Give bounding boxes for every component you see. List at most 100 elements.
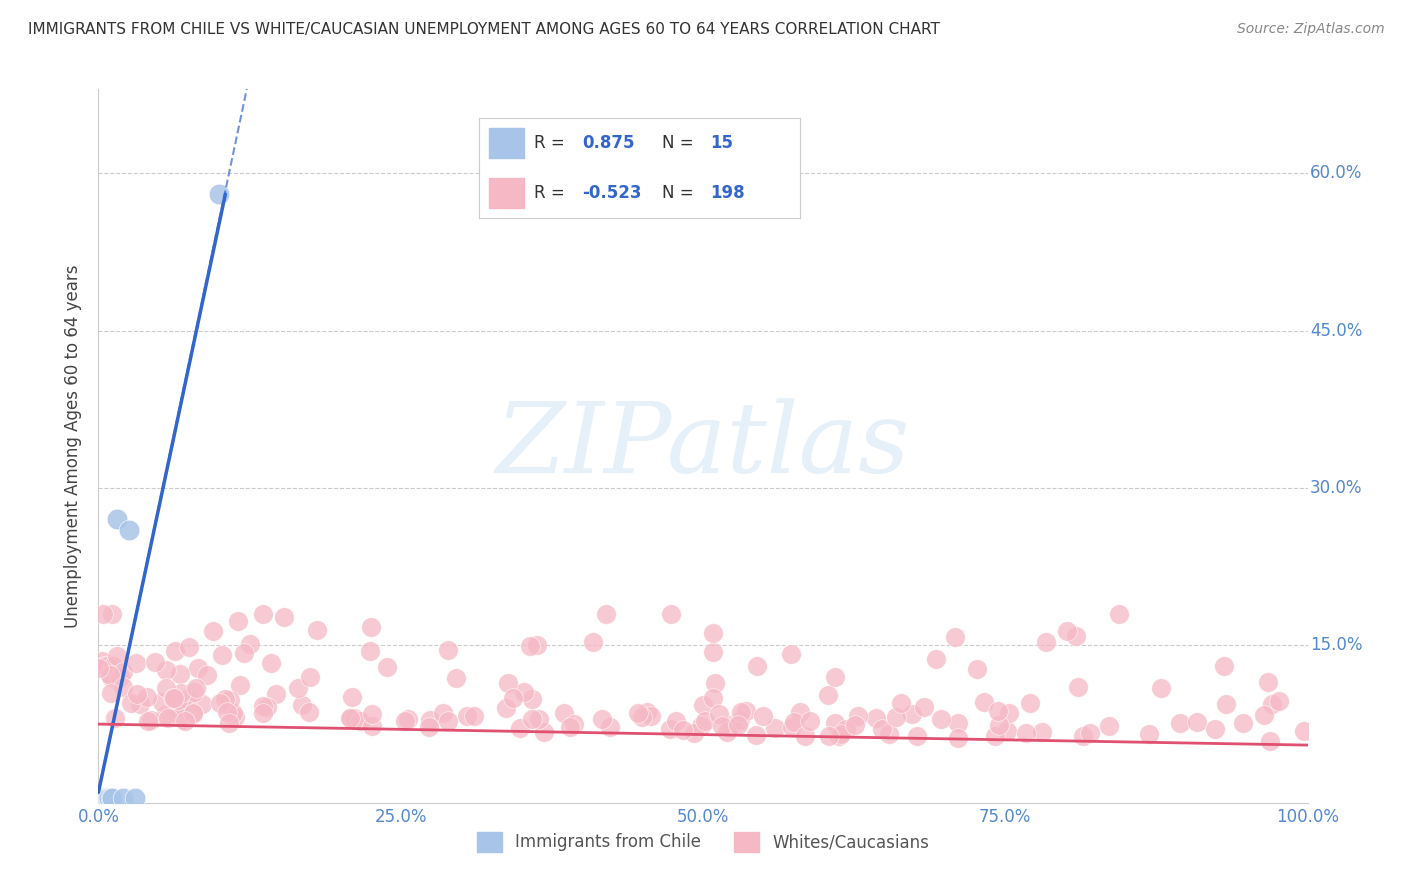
Point [120, 696, 142, 710]
Point [519, 640, 541, 654]
Text: IMMIGRANTS FROM CHILE VS WHITE/CAUCASIAN UNEMPLOYMENT AMONG AGES 60 TO 64 YEARS : IMMIGRANTS FROM CHILE VS WHITE/CAUCASIAN… [28, 22, 941, 37]
Point [419, 713, 441, 727]
Point [118, 523, 141, 537]
Point [111, 680, 134, 694]
Point [156, 711, 179, 725]
Point [783, 714, 806, 729]
Point [181, 706, 204, 720]
Point [730, 705, 752, 719]
Point [995, 724, 1018, 739]
Point [91, 607, 114, 621]
Point [177, 640, 200, 655]
Point [101, 607, 124, 621]
Point [591, 712, 613, 726]
Point [100, 670, 122, 684]
Point [129, 697, 152, 711]
Point [900, 706, 922, 721]
Point [1071, 729, 1094, 743]
Point [1098, 719, 1121, 733]
Point [100, 790, 122, 805]
Point [1204, 722, 1226, 736]
Point [437, 642, 460, 657]
Point [252, 607, 274, 621]
Point [735, 704, 758, 718]
Point [704, 676, 727, 690]
Point [728, 714, 751, 728]
Text: 60.0%: 60.0% [1310, 164, 1362, 182]
Point [763, 721, 786, 735]
Point [564, 717, 586, 731]
Point [890, 696, 912, 710]
Point [87, 661, 110, 675]
Point [136, 690, 159, 705]
Point [711, 719, 734, 733]
Point [844, 718, 866, 732]
Point [111, 790, 134, 805]
Point [226, 615, 249, 629]
Point [359, 644, 381, 658]
Point [751, 708, 773, 723]
Point [884, 710, 907, 724]
Point [636, 705, 658, 719]
Point [260, 656, 283, 670]
Point [512, 685, 534, 699]
Point [870, 722, 893, 736]
Point [307, 623, 329, 637]
Point [91, 790, 114, 805]
Point [124, 657, 146, 671]
Point [520, 692, 543, 706]
Point [946, 731, 969, 745]
Point [202, 624, 225, 639]
Point [533, 724, 555, 739]
Point [93, 790, 115, 805]
Point [101, 659, 124, 673]
Point [343, 711, 366, 725]
Point [1108, 607, 1130, 621]
Point [709, 706, 731, 721]
Point [1035, 635, 1057, 649]
Point [1253, 707, 1275, 722]
Point [184, 681, 207, 695]
Point [90, 790, 112, 805]
Point [298, 670, 321, 684]
Point [1150, 681, 1173, 696]
Point [1015, 726, 1038, 740]
Point [291, 698, 314, 712]
Point [498, 676, 520, 690]
Point [1064, 629, 1087, 643]
Point [817, 688, 839, 702]
Point [172, 712, 194, 726]
Point [222, 706, 245, 720]
Point [830, 726, 852, 740]
Point [558, 720, 581, 734]
Point [665, 714, 688, 728]
Point [456, 708, 478, 723]
Point [155, 663, 177, 677]
Point [716, 724, 738, 739]
Point [105, 648, 128, 663]
Point [1137, 727, 1160, 741]
Point [162, 690, 184, 705]
Point [824, 670, 846, 684]
Point [361, 719, 384, 733]
Point [905, 729, 928, 743]
Point [167, 693, 190, 707]
Point [824, 716, 846, 731]
Legend: Immigrants from Chile, Whites/Caucasians: Immigrants from Chile, Whites/Caucasians [470, 825, 936, 859]
Point [418, 720, 440, 734]
Point [495, 701, 517, 715]
Point [702, 644, 724, 658]
Point [224, 710, 246, 724]
Point [509, 722, 531, 736]
Point [360, 706, 382, 721]
Point [1031, 725, 1053, 739]
Point [984, 729, 1007, 743]
Point [218, 715, 240, 730]
Point [174, 714, 197, 729]
Point [169, 666, 191, 681]
Point [339, 711, 361, 725]
Y-axis label: Unemployment Among Ages 60 to 64 years: Unemployment Among Ages 60 to 64 years [65, 264, 83, 628]
Point [96, 659, 118, 673]
Point [1056, 624, 1078, 639]
Point [104, 711, 127, 725]
